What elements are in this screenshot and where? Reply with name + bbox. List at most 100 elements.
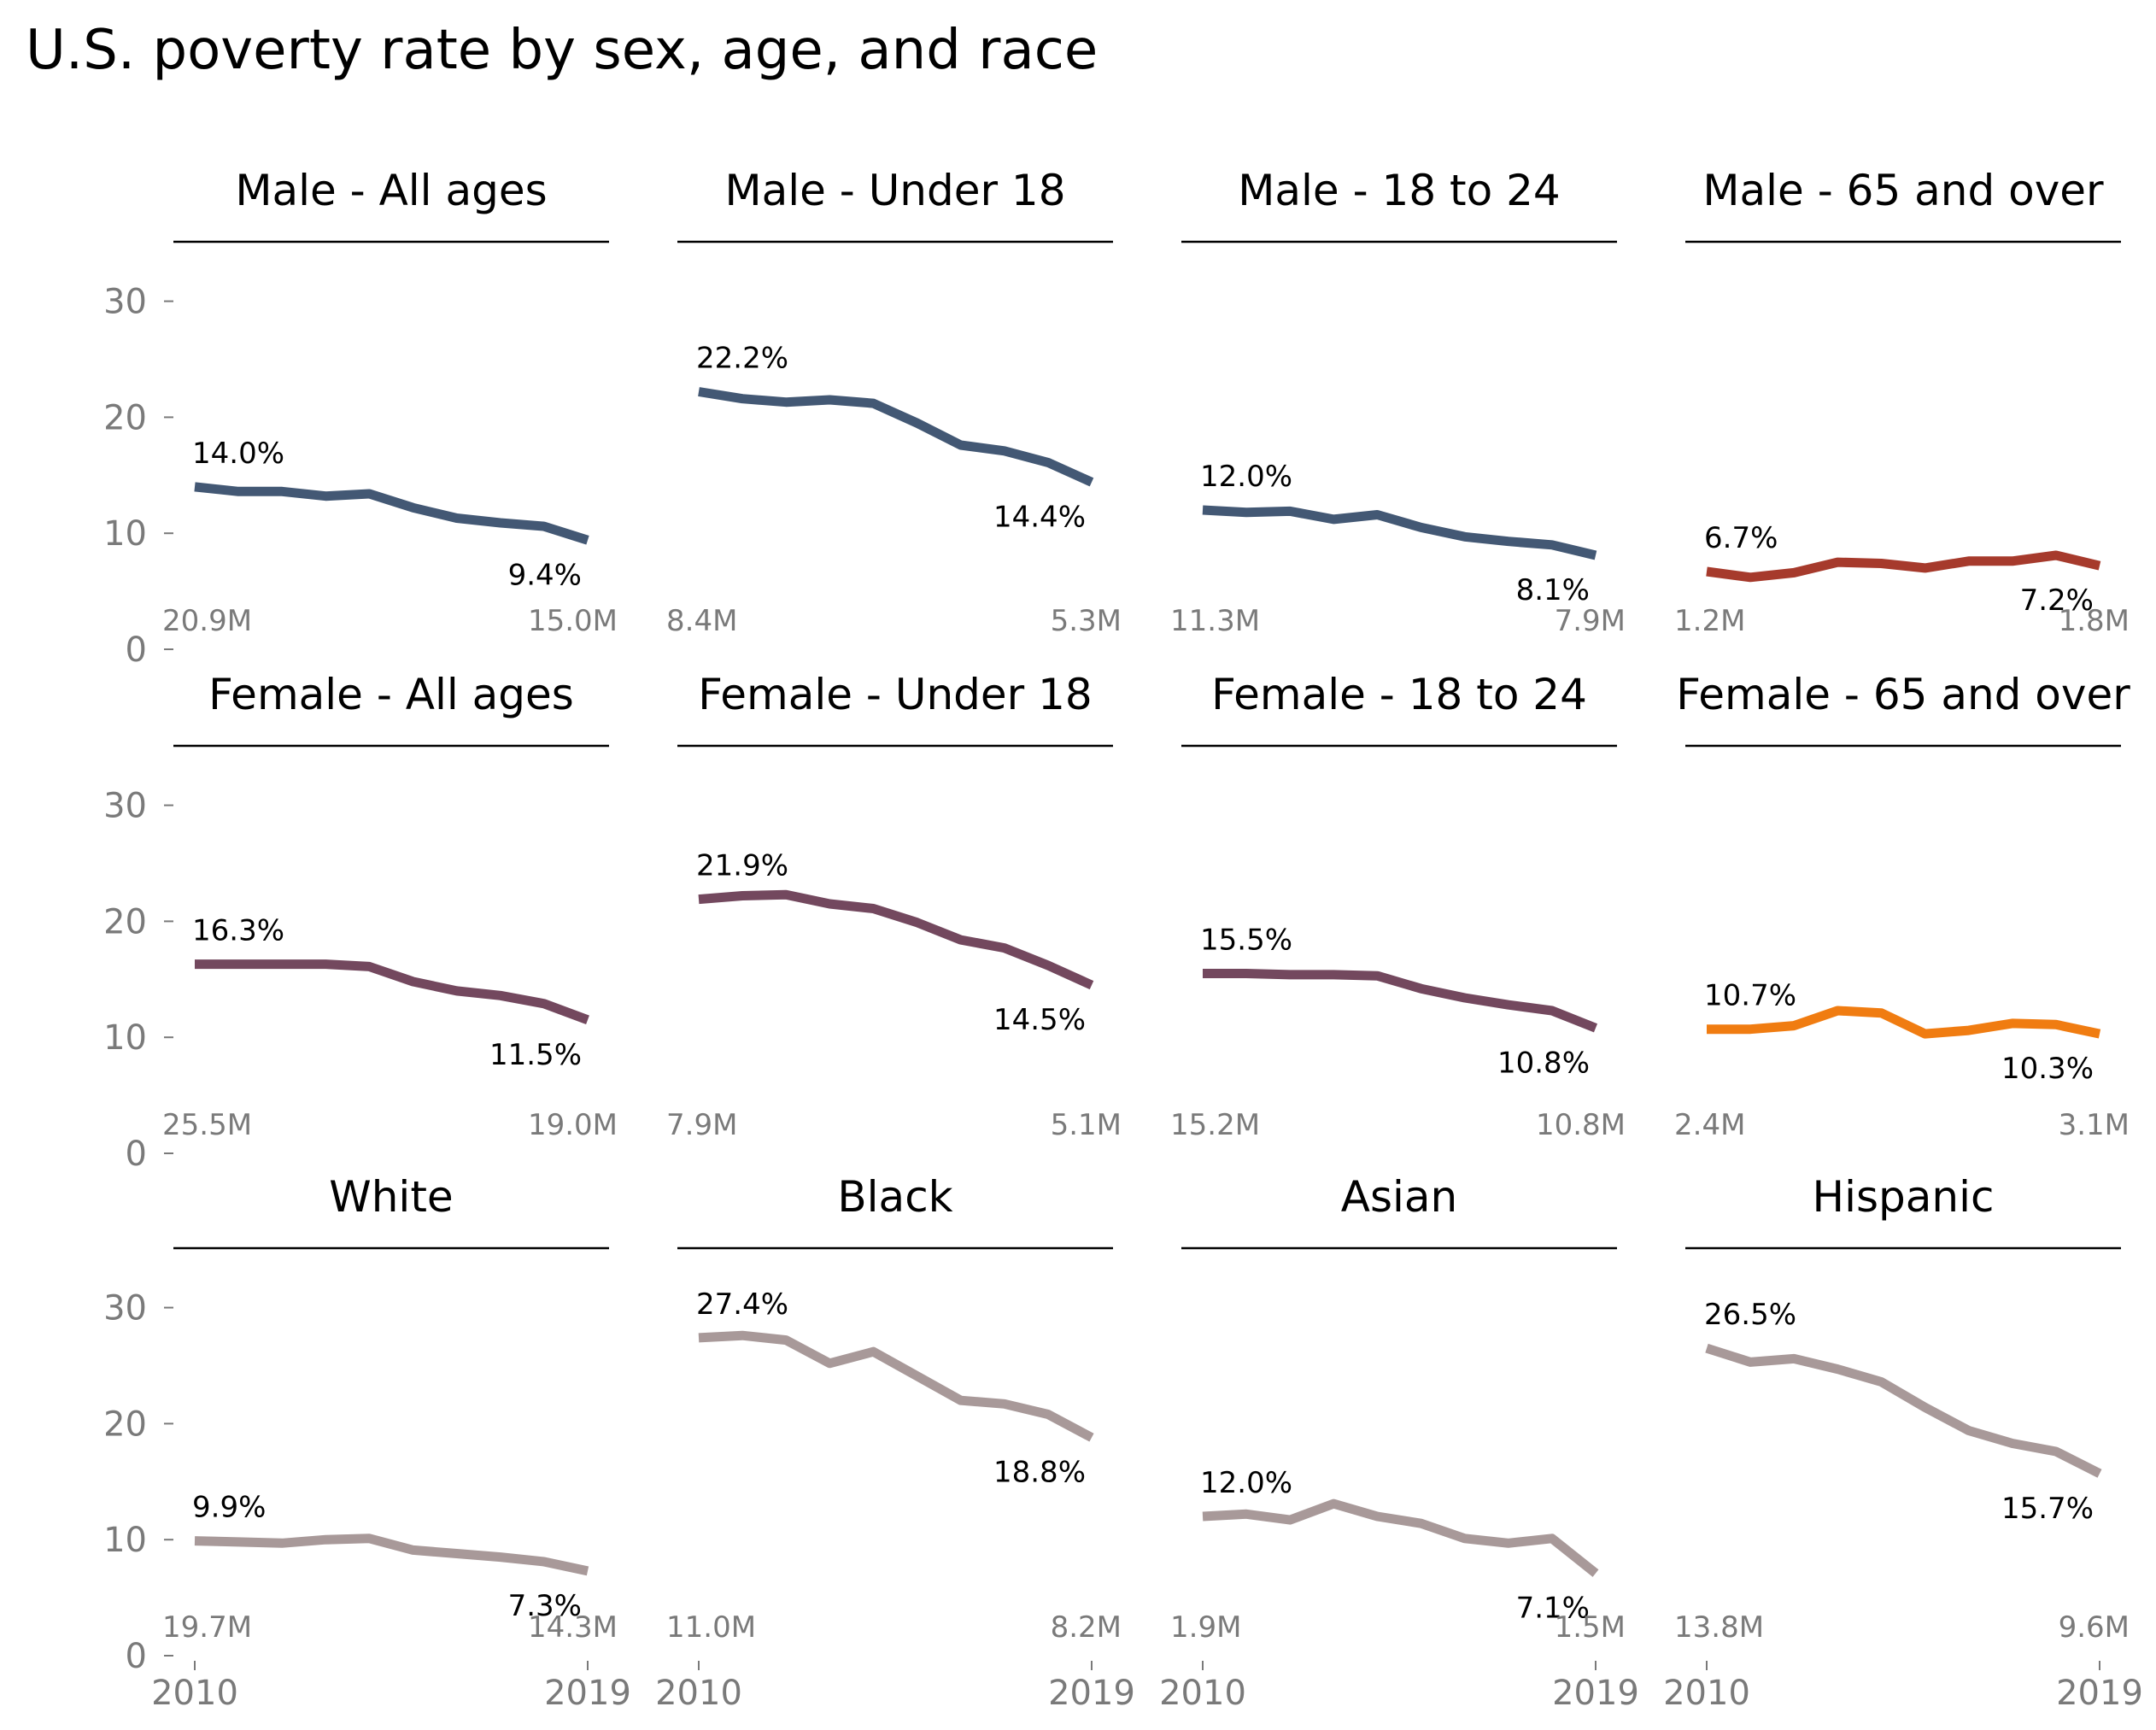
first-count-label: 19.7M	[162, 1610, 252, 1645]
first-value-label: 12.0%	[1200, 460, 1292, 494]
last-count-label: 1.8M	[2059, 604, 2130, 638]
panel-12: Hispanic 26.5% 15.7% 13.8M 9.6M 2010 2019	[1663, 1172, 2143, 1713]
first-count-label: 1.9M	[1170, 1610, 1241, 1645]
panel-11: Asian 12.0% 7.1% 1.9M 1.5M 2010 2019	[1159, 1172, 1639, 1713]
last-count-label: 9.6M	[2059, 1610, 2130, 1645]
series-line	[195, 959, 589, 1024]
x-tick-label: 2010	[1663, 1674, 1750, 1713]
series-line	[698, 1330, 1094, 1442]
x-tick-label: 2010	[1159, 1674, 1246, 1713]
first-value-label: 27.4%	[696, 1287, 788, 1322]
last-value-label: 7.3%	[508, 1589, 582, 1623]
last-count-label: 19.0M	[528, 1108, 618, 1142]
panel-4: Male - 65 and over 6.7% 7.2% 1.2M 1.8M	[1674, 166, 2130, 638]
y-axis-row-2: 0 10 20 30	[103, 787, 173, 1174]
panel-6: Female - Under 18 21.9% 14.5% 7.9M 5.1M	[666, 670, 1122, 1142]
series-line	[194, 482, 589, 545]
last-value-label: 8.1%	[1516, 573, 1590, 607]
first-value-label: 10.7%	[1704, 979, 1796, 1013]
y-tick-label: 10	[103, 1018, 147, 1058]
panel-1: Male - All ages 14.0% 9.4% 20.9M 15.0M	[162, 166, 618, 638]
series-line	[194, 1534, 589, 1576]
panel-title: Male - 18 to 24	[1238, 166, 1561, 215]
x-tick-label: 2010	[151, 1674, 238, 1713]
first-value-label: 15.5%	[1200, 924, 1292, 958]
last-value-label: 11.5%	[489, 1038, 582, 1072]
x-tick-label: 2010	[655, 1674, 742, 1713]
last-value-label: 14.4%	[993, 500, 1086, 534]
y-tick-label: 10	[103, 514, 147, 554]
last-count-label: 14.3M	[528, 1610, 618, 1645]
series-line	[698, 889, 1094, 990]
y-tick-label: 20	[103, 398, 147, 437]
series-line	[1202, 1498, 1599, 1577]
last-value-label: 7.1%	[1516, 1592, 1590, 1626]
series-line	[1707, 1006, 2101, 1039]
panel-7: Female - 18 to 24 15.5% 10.8% 15.2M 10.8M	[1170, 670, 1626, 1142]
first-value-label: 6.7%	[1704, 521, 1778, 555]
panel-10: Black 27.4% 18.8% 11.0M 8.2M 2010 2019	[655, 1172, 1135, 1713]
chart-title: U.S. poverty rate by sex, age, and race	[26, 19, 1098, 82]
y-tick-label: 20	[103, 902, 147, 941]
series-line	[1706, 550, 2101, 583]
last-value-label: 14.5%	[993, 1003, 1086, 1037]
panel-title: Male - All ages	[235, 166, 547, 215]
first-value-label: 14.0%	[192, 437, 284, 471]
last-value-label: 10.3%	[2001, 1052, 2094, 1086]
y-axis-row-1: 0 10 20 30	[103, 283, 173, 670]
first-value-label: 16.3%	[192, 914, 284, 948]
y-axis-row-3: 0 10 20 30	[103, 1289, 173, 1676]
series-line	[1202, 505, 1597, 560]
panel-title: Male - 65 and over	[1702, 166, 2104, 215]
first-value-label: 12.0%	[1200, 1466, 1292, 1500]
last-count-label: 15.0M	[528, 604, 618, 638]
panel-8: Female - 65 and over 10.7% 10.3% 2.4M 3.1M	[1674, 670, 2130, 1142]
x-tick-label: 2019	[544, 1674, 631, 1713]
y-tick-label: 10	[103, 1521, 147, 1560]
first-value-label: 22.2%	[696, 342, 788, 376]
last-value-label: 18.8%	[993, 1456, 1086, 1490]
last-value-label: 15.7%	[2001, 1492, 2094, 1526]
last-value-label: 7.2%	[2020, 584, 2094, 618]
first-count-label: 11.0M	[666, 1610, 756, 1645]
last-value-label: 9.4%	[508, 558, 582, 592]
panel-title: Asian	[1341, 1172, 1457, 1222]
y-tick-label: 0	[126, 1637, 147, 1676]
first-count-label: 2.4M	[1674, 1108, 1745, 1142]
series-line	[1705, 1343, 2102, 1478]
last-count-label: 7.9M	[1555, 604, 1626, 638]
y-tick-label: 30	[103, 1289, 147, 1328]
first-count-label: 15.2M	[1170, 1108, 1260, 1142]
first-count-label: 20.9M	[162, 604, 252, 638]
panel-title: Male - Under 18	[724, 166, 1065, 215]
panel-title: White	[329, 1172, 453, 1222]
x-tick-label: 2019	[1552, 1674, 1639, 1713]
series-line	[1203, 969, 1598, 1033]
last-value-label: 10.8%	[1497, 1046, 1590, 1080]
last-count-label: 1.5M	[1555, 1610, 1626, 1645]
x-tick-label: 2019	[1048, 1674, 1135, 1713]
y-tick-label: 30	[103, 787, 147, 826]
panel-9: White 9.9% 7.3% 19.7M 14.3M 2010 2019	[151, 1172, 631, 1713]
first-count-label: 13.8M	[1674, 1610, 1764, 1645]
first-value-label: 9.9%	[192, 1491, 266, 1525]
panels-grid: 0 10 20 30 0 10 20 30 0 10 20 30 Male - All ages 14.0…	[103, 166, 2143, 1713]
last-count-label: 3.1M	[2059, 1108, 2130, 1142]
panel-2: Male - Under 18 22.2% 14.4% 8.4M 5.3M	[666, 166, 1122, 638]
y-tick-label: 0	[126, 630, 147, 670]
first-value-label: 21.9%	[696, 849, 788, 883]
panel-title: Female - 65 and over	[1676, 670, 2130, 719]
panel-3: Male - 18 to 24 12.0% 8.1% 11.3M 7.9M	[1170, 166, 1626, 638]
last-count-label: 5.1M	[1051, 1108, 1122, 1142]
panel-title: Female - Under 18	[698, 670, 1092, 719]
last-count-label: 8.2M	[1051, 1610, 1122, 1645]
panel-5: Female - All ages 16.3% 11.5% 25.5M 19.0M	[162, 670, 618, 1142]
first-value-label: 26.5%	[1704, 1298, 1796, 1332]
first-count-label: 11.3M	[1170, 604, 1260, 638]
first-count-label: 8.4M	[666, 604, 737, 638]
panel-title: Black	[837, 1172, 952, 1222]
panel-title: Hispanic	[1813, 1172, 1995, 1222]
x-tick-label: 2019	[2056, 1674, 2143, 1713]
series-line	[698, 387, 1094, 487]
